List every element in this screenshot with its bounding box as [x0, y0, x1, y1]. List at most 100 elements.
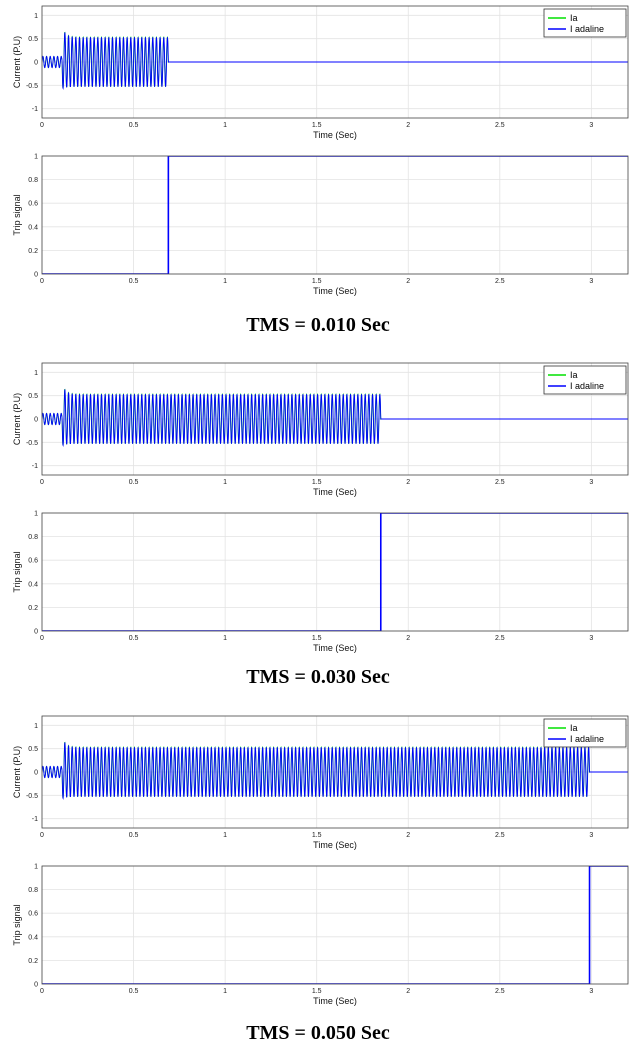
y-tick-label: 0.4 — [28, 934, 38, 941]
axes-frame — [41, 362, 629, 476]
y-tick-label: 0.4 — [28, 224, 38, 231]
x-tick-label: 3 — [589, 122, 593, 129]
x-axis-label: Time (Sec) — [313, 487, 357, 497]
x-tick-label: 2.5 — [495, 635, 505, 642]
x-tick-label: 2 — [406, 988, 410, 995]
x-axis-label: Time (Sec) — [313, 643, 357, 653]
legend-box — [543, 718, 627, 748]
y-tick-label: 0.5 — [28, 746, 38, 753]
y-tick-label: 1 — [34, 370, 38, 377]
series-group — [42, 513, 628, 631]
trip-plot-1: 0 0.5 1 1.5 2 2.5 3 0 0.2 0.4 0.6 0.8 1 Time (Sec) Tri… — [0, 150, 636, 300]
y-axis-label: Current (P.U) — [12, 393, 22, 445]
plot-area — [42, 513, 628, 631]
x-tick-label: 1 — [223, 988, 227, 995]
y-tick-label: 0.6 — [28, 558, 38, 565]
y-axis-label: Trip signal — [12, 904, 22, 945]
x-tick-label: 2 — [406, 635, 410, 642]
y-axis-label: Trip signal — [12, 194, 22, 235]
y-tick-label: 0.4 — [28, 581, 38, 588]
y-tick-label: 0.2 — [28, 958, 38, 965]
x-tick-label: 1 — [223, 479, 227, 486]
x-tick-label: 0 — [40, 988, 44, 995]
trip-plot-2: 0 0.5 1 1.5 2 2.5 3 0 0.2 0.4 0.6 0.8 1 Time (Sec) Tri… — [0, 507, 636, 657]
series-group — [42, 866, 628, 984]
y-tick-label: 0.2 — [28, 605, 38, 612]
caption-3: TMS = 0.050 Sec — [246, 1022, 390, 1044]
x-tick-label: 3 — [589, 635, 593, 642]
y-tick-label: -0.5 — [26, 440, 38, 447]
x-axis-label: Time (Sec) — [313, 130, 357, 140]
plot-area — [42, 866, 628, 984]
y-tick-label: -1 — [32, 816, 38, 823]
y-tick-label: 0.5 — [28, 393, 38, 400]
current-plot-3: 0 0.5 1 1.5 2 2.5 3 -1 -0.5 0 0.5 1 Time (Sec) Curren… — [0, 710, 636, 858]
y-tick-label: 0 — [34, 982, 38, 989]
plot-area — [42, 156, 628, 274]
x-tick-label: 2 — [406, 479, 410, 486]
series-group — [42, 388, 628, 448]
y-tick-label: 0.8 — [28, 534, 38, 541]
legend-entry: Ia — [570, 13, 578, 23]
x-tick-label: 0 — [40, 122, 44, 129]
x-tick-label: 1.5 — [312, 832, 322, 839]
series-i-adaline-line — [42, 32, 628, 91]
y-tick-label: 0 — [34, 770, 38, 777]
legend-entry: I adaline — [570, 24, 604, 34]
x-axis-label: Time (Sec) — [313, 840, 357, 850]
y-tick-label: -0.5 — [26, 793, 38, 800]
current-chart-1: 0 0.5 1 1.5 2 2.5 3 -1 -0.5 0 0.5 1 Time (Sec) Curren… — [12, 5, 629, 140]
trip-signal-line — [42, 156, 628, 274]
x-tick-label: 2.5 — [495, 832, 505, 839]
legend-entry: I adaline — [570, 381, 604, 391]
series-i-adaline-line — [42, 389, 628, 448]
x-tick-label: 0 — [40, 278, 44, 285]
x-tick-label: 1.5 — [312, 479, 322, 486]
x-tick-label: 2.5 — [495, 278, 505, 285]
x-tick-label: 2 — [406, 278, 410, 285]
y-axis-label: Current (P.U) — [12, 36, 22, 88]
current-plot-2: 0 0.5 1 1.5 2 2.5 3 -1 -0.5 0 0.5 1 Time (Sec) Curren… — [0, 357, 636, 505]
legend-box — [543, 365, 627, 395]
series-group — [42, 31, 628, 91]
x-tick-label: 3 — [589, 479, 593, 486]
y-axis-label: Current (P.U) — [12, 746, 22, 798]
x-tick-label: 1 — [223, 635, 227, 642]
trip-plot-3: 0 0.5 1 1.5 2 2.5 3 0 0.2 0.4 0.6 0.8 1 Time (Sec) Tri… — [0, 860, 636, 1010]
x-tick-label: 3 — [589, 832, 593, 839]
y-tick-label: -1 — [32, 106, 38, 113]
x-tick-label: 0.5 — [129, 635, 139, 642]
y-tick-label: 0.8 — [28, 177, 38, 184]
x-tick-label: 0.5 — [129, 832, 139, 839]
trip-signal-line — [42, 866, 628, 984]
x-tick-label: 3 — [589, 278, 593, 285]
x-tick-label: 1 — [223, 278, 227, 285]
x-tick-label: 2 — [406, 832, 410, 839]
x-tick-label: 1.5 — [312, 122, 322, 129]
legend-entry: Ia — [570, 723, 578, 733]
x-tick-label: 1.5 — [312, 278, 322, 285]
series-group — [42, 156, 628, 274]
trip-chart-2: 0 0.5 1 1.5 2 2.5 3 0 0.2 0.4 0.6 0.8 1 Time (Sec) Tri… — [12, 511, 629, 653]
x-tick-label: 0.5 — [129, 122, 139, 129]
y-tick-label: 0 — [34, 417, 38, 424]
x-tick-label: 1 — [223, 122, 227, 129]
y-tick-label: 1 — [34, 723, 38, 730]
y-tick-label: 0.2 — [28, 248, 38, 255]
series-i-adaline-line — [42, 742, 628, 801]
y-tick-label: 0 — [34, 60, 38, 67]
axes-frame — [41, 155, 629, 275]
trip-signal-line — [42, 513, 628, 631]
y-axis-label: Trip signal — [12, 551, 22, 592]
y-tick-label: 1 — [34, 864, 38, 871]
y-tick-label: -1 — [32, 463, 38, 470]
x-tick-label: 1 — [223, 832, 227, 839]
trip-chart-1: 0 0.5 1 1.5 2 2.5 3 0 0.2 0.4 0.6 0.8 1 Time (Sec) Tri… — [12, 154, 629, 296]
x-tick-label: 0 — [40, 832, 44, 839]
y-tick-label: 0.6 — [28, 201, 38, 208]
x-tick-label: 2.5 — [495, 988, 505, 995]
legend-box — [543, 8, 627, 38]
y-tick-label: 0.6 — [28, 911, 38, 918]
x-axis-label: Time (Sec) — [313, 286, 357, 296]
x-tick-label: 0.5 — [129, 988, 139, 995]
